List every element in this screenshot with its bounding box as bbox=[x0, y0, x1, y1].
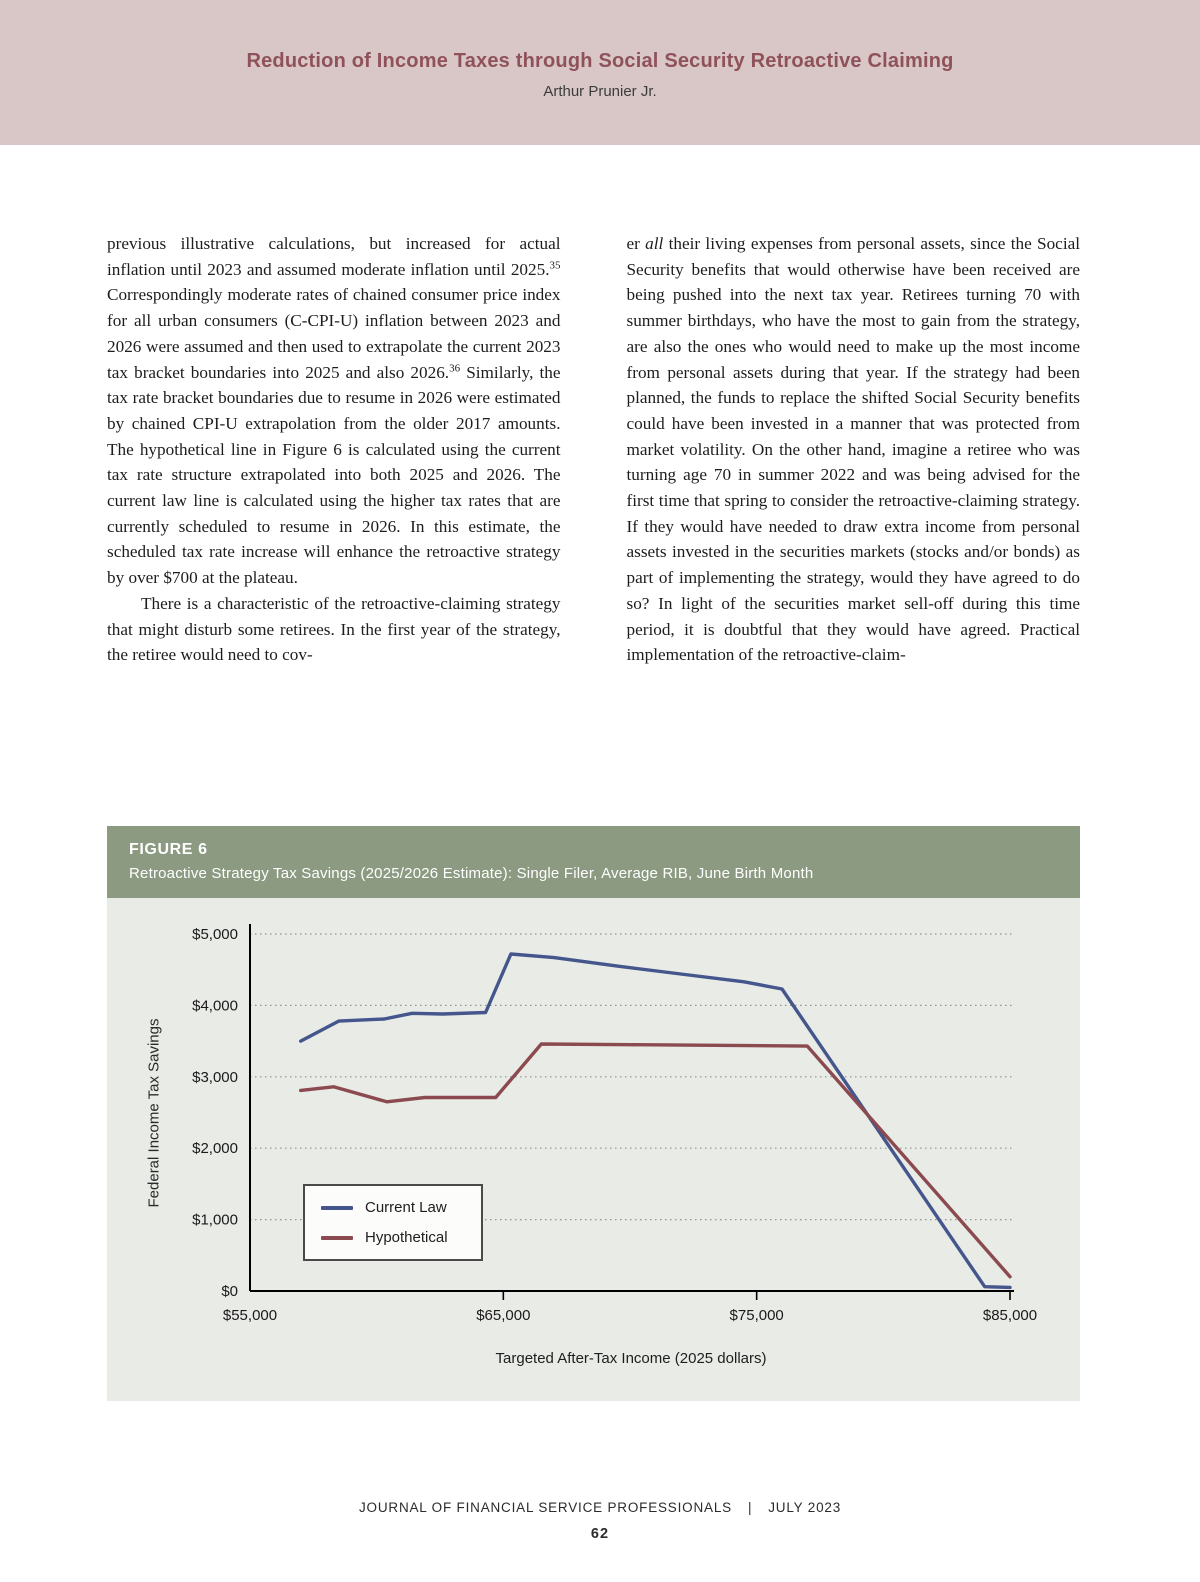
journal-name: JOURNAL OF FINANCIAL SERVICE PROFESSIONA… bbox=[359, 1500, 732, 1515]
y-tick-label: $1,000 bbox=[192, 1212, 238, 1229]
chart-canvas: $0 $1,000 $2,000 $3,000 $4,000 $5,000 $55,000 $… bbox=[192, 924, 1037, 1324]
paragraph: er all their living expenses from person… bbox=[626, 234, 1081, 665]
legend-swatch-current-law bbox=[321, 1205, 353, 1210]
footnote-reference: 36 bbox=[449, 361, 461, 374]
series-line-current-law bbox=[298, 952, 1012, 1290]
y-axis-title: Federal Income Tax Savings bbox=[145, 1018, 163, 1208]
page-footer: JOURNAL OF FINANCIAL SERVICE PROFESSIONA… bbox=[0, 1500, 1200, 1542]
article-column-right: er all their living expenses from person… bbox=[627, 231, 1081, 668]
figure-caption: Retroactive Strategy Tax Savings (2025/2… bbox=[129, 865, 814, 882]
x-tick-label: $65,000 bbox=[476, 1307, 530, 1324]
y-tick-label: $4,000 bbox=[192, 997, 238, 1014]
article-title: Reduction of Income Taxes through Social… bbox=[246, 50, 954, 72]
legend-swatch-hypothetical bbox=[321, 1235, 353, 1240]
article-author: Arthur Prunier Jr. bbox=[543, 83, 657, 100]
x-tick-label: $55,000 bbox=[223, 1307, 277, 1324]
article-header-band: Reduction of Income Taxes through Social… bbox=[0, 0, 1200, 145]
x-axis-title: Targeted After-Tax Income (2025 dollars) bbox=[495, 1350, 767, 1367]
y-tick-label: $5,000 bbox=[192, 926, 238, 943]
y-tick-label: $0 bbox=[221, 1283, 238, 1300]
legend-item-current-law: Current Law bbox=[321, 1199, 465, 1216]
paragraph: There is a characteristic of the retroac… bbox=[107, 593, 561, 665]
legend-label-hypothetical: Hypothetical bbox=[365, 1229, 448, 1246]
x-tick-label: $75,000 bbox=[730, 1307, 784, 1324]
chart-area: $0 $1,000 $2,000 $3,000 $4,000 $5,000 $55,000 $… bbox=[107, 898, 1080, 1401]
page-number: 62 bbox=[590, 1526, 610, 1542]
article-column-left: previous illustrative calculations, but … bbox=[107, 231, 561, 668]
figure-header: FIGURE 6 Retroactive Strategy Tax Saving… bbox=[107, 826, 1080, 898]
series-line-hypothetical bbox=[298, 1042, 1012, 1279]
legend-item-hypothetical: Hypothetical bbox=[321, 1229, 465, 1246]
article-columns: previous illustrative calculations, but … bbox=[107, 231, 1080, 668]
y-tick-label: $3,000 bbox=[192, 1069, 238, 1086]
figure-6-panel: FIGURE 6 Retroactive Strategy Tax Saving… bbox=[107, 826, 1080, 1401]
figure-label: FIGURE 6 bbox=[129, 841, 208, 858]
chart-legend: Current Law Hypothetical bbox=[303, 1184, 483, 1261]
x-tick-label: $85,000 bbox=[983, 1307, 1037, 1324]
footer-separator: | bbox=[747, 1500, 753, 1515]
legend-label-current-law: Current Law bbox=[365, 1199, 447, 1216]
issue-date: JULY 2023 bbox=[768, 1500, 841, 1515]
paragraph: previous illustrative calculations, but … bbox=[107, 234, 561, 588]
journal-footer-line: JOURNAL OF FINANCIAL SERVICE PROFESSIONA… bbox=[0, 1500, 1200, 1515]
y-tick-label: $2,000 bbox=[192, 1140, 238, 1157]
footnote-reference: 35 bbox=[549, 258, 561, 271]
